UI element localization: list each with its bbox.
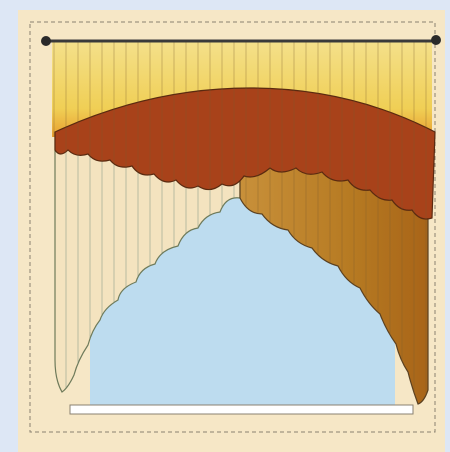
swag-pleats — [55, 88, 435, 219]
dashed-border — [29, 21, 436, 433]
rod-finial-right — [431, 35, 441, 45]
window-sill — [69, 404, 414, 415]
rod-finial-left — [41, 36, 51, 46]
